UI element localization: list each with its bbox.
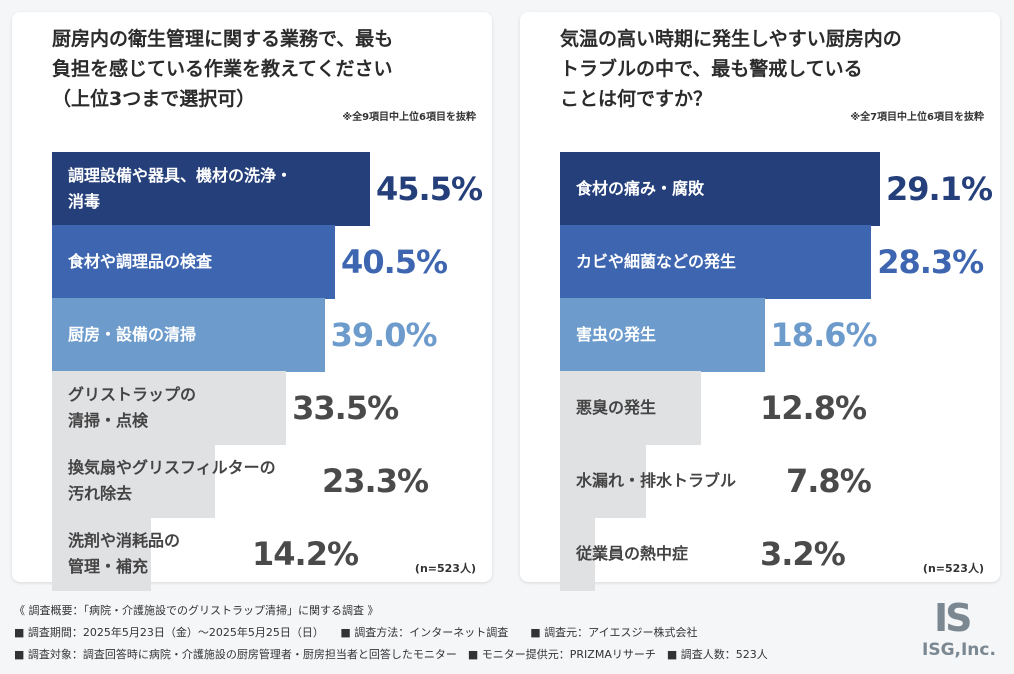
sample-size: (n=523人) <box>922 562 984 575</box>
bar-label: カビや細菌などの発生 <box>576 252 737 271</box>
right-chart-card: 気温の高い時期に発生しやすい厨房内の トラブルの中で、最も警戒している ことは何… <box>520 12 1000 591</box>
bar <box>560 444 646 518</box>
bar <box>52 152 370 226</box>
bar <box>560 298 765 372</box>
chart-note: ※全7項目中上位6項目を抜粋 <box>850 112 984 123</box>
chart-title: 厨房内の衛生管理に関する業務で、最も 負担を感じている作業を教えてください （上… <box>52 28 394 110</box>
bar-value-label: 28.3% <box>877 243 984 281</box>
bar-label: 従業員の熱中症 <box>576 544 689 563</box>
footer-survey-period: ■ 調査期間：2025年5月23日（金）〜2025年5月25日（日） ■ 調査方… <box>14 626 698 639</box>
bar <box>52 371 287 445</box>
bar-label: 水漏れ・排水トラブル <box>576 471 737 490</box>
bar-value-label: 18.6% <box>770 316 878 354</box>
bar-label: 洗剤や消耗品の 管理・補充 <box>68 531 181 576</box>
bar-label: 厨房・設備の清掃 <box>68 325 197 344</box>
bar <box>52 298 325 372</box>
bar-label: 害虫の発生 <box>576 325 657 344</box>
bar-value-label: 7.8% <box>786 462 872 500</box>
bar-label: 換気扇やグリスフィルターの 汚れ除去 <box>68 458 276 503</box>
chart-title: 気温の高い時期に発生しやすい厨房内の トラブルの中で、最も警戒している ことは何… <box>560 28 902 110</box>
sample-size: (n=523人) <box>414 562 476 575</box>
bar <box>560 371 701 445</box>
company-logo-text: ISG,Inc. <box>922 640 996 660</box>
bar-value-label: 29.1% <box>886 170 993 208</box>
bar <box>560 225 872 299</box>
bar <box>560 517 596 591</box>
bar-value-label: 12.8% <box>760 389 867 427</box>
bar <box>52 517 152 591</box>
company-logo-mark: IS <box>934 596 972 640</box>
left-chart-card: 厨房内の衛生管理に関する業務で、最も 負担を感じている作業を教えてください （上… <box>12 12 492 591</box>
footer-survey-target: ■ 調査対象：調査回答時に病院・介護施設の厨房管理者・厨房担当者と回答したモニタ… <box>14 648 768 661</box>
bar-value-label: 39.0% <box>330 316 438 354</box>
bar-value-label: 23.3% <box>322 462 429 500</box>
bar-value-label: 3.2% <box>760 535 846 573</box>
bar-value-label: 45.5% <box>376 170 483 208</box>
bar-label: 悪臭の発生 <box>576 398 657 417</box>
bar <box>52 225 336 299</box>
chart-note: ※全9項目中上位6項目を抜粋 <box>342 112 476 123</box>
bar-value-label: 40.5% <box>341 243 448 281</box>
bar-label: 調理設備や器具、機材の洗浄・ 消毒 <box>68 166 293 211</box>
footer-survey-title: 《 調査概要：「病院・介護施設でのグリストラップ清掃」に関する調査 》 <box>14 604 379 617</box>
bar <box>52 444 215 518</box>
bar-value-label: 33.5% <box>292 389 399 427</box>
bar-label: 食材の痛み・腐敗 <box>576 179 705 198</box>
bar-label: 食材や調理品の検査 <box>68 252 213 271</box>
bar-label: グリストラップの 清掃・点検 <box>68 385 197 430</box>
bar-value-label: 14.2% <box>252 535 359 573</box>
bar <box>560 152 880 226</box>
